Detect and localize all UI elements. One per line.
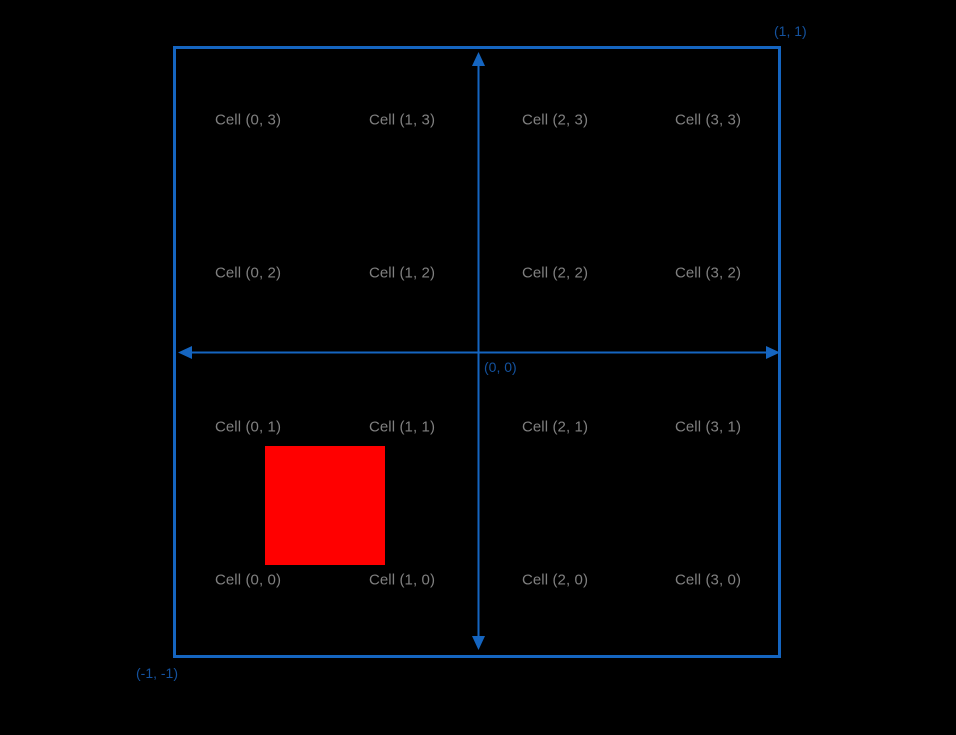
cell-label-3-1: Cell (3, 1) [674, 418, 742, 436]
x-axis-arrow-right-icon [766, 346, 780, 359]
y-axis-arrow-down-icon [472, 636, 485, 650]
coordinate-label-origin: (0, 0) [484, 359, 517, 375]
cell-label-3-0: Cell (3, 0) [674, 571, 742, 589]
cell-label-0-2: Cell (0, 2) [214, 264, 282, 282]
cell-label-2-2: Cell (2, 2) [521, 264, 589, 282]
x-axis-arrow-left-icon [178, 346, 192, 359]
cell-label-3-3: Cell (3, 3) [674, 111, 742, 129]
coordinate-label-bottom-left: (-1, -1) [136, 665, 178, 681]
cell-label-2-3: Cell (2, 3) [521, 111, 589, 129]
highlight-red-square [265, 446, 385, 565]
y-axis-arrow-up-icon [472, 52, 485, 66]
cell-label-2-0: Cell (2, 0) [521, 571, 589, 589]
coordinate-label-top-right: (1, 1) [774, 23, 807, 39]
cell-label-1-2: Cell (1, 2) [368, 264, 436, 282]
cell-label-2-1: Cell (2, 1) [521, 418, 589, 436]
cell-label-3-2: Cell (3, 2) [674, 264, 742, 282]
cell-label-0-1: Cell (0, 1) [214, 418, 282, 436]
cell-label-0-3: Cell (0, 3) [214, 111, 282, 129]
viewport-border [173, 46, 781, 658]
cell-label-1-1: Cell (1, 1) [368, 418, 436, 436]
cell-label-1-3: Cell (1, 3) [368, 111, 436, 129]
cell-label-1-0: Cell (1, 0) [368, 571, 436, 589]
cell-label-0-0: Cell (0, 0) [214, 571, 282, 589]
